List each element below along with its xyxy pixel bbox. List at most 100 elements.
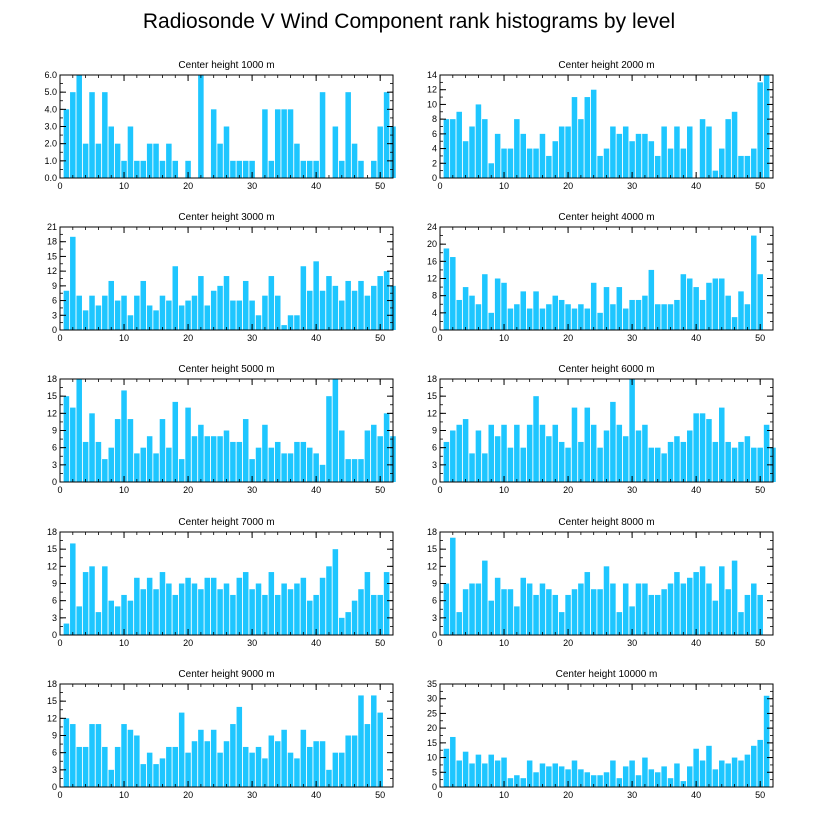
y-tick-label: 14: [427, 70, 437, 80]
histogram-bar: [351, 143, 358, 178]
y-tick-label: 5.0: [44, 87, 57, 97]
histogram-bar: [687, 766, 693, 787]
histogram-bar: [654, 304, 661, 330]
histogram-bar: [134, 295, 140, 330]
histogram-bar: [70, 236, 76, 330]
panel-title: Center height 8000 m: [558, 517, 654, 528]
histogram-bar: [488, 600, 494, 635]
histogram-bar: [223, 430, 230, 482]
histogram-bar: [274, 441, 281, 482]
histogram-bar: [300, 441, 307, 482]
histogram-bar: [76, 746, 82, 787]
histogram-bar: [351, 600, 358, 635]
histogram-bar: [507, 589, 514, 635]
histogram-bar: [140, 160, 147, 178]
histogram-bar: [153, 143, 159, 178]
histogram-bar: [339, 617, 345, 635]
histogram-bar: [185, 160, 191, 178]
histogram-bar: [469, 126, 475, 178]
x-tick-label: 10: [499, 790, 509, 800]
histogram-bar: [738, 291, 744, 331]
panel-title: Center height 10000 m: [556, 669, 658, 680]
histogram-bar: [364, 430, 371, 482]
y-tick-label: 9: [52, 731, 57, 741]
y-tick-label: 10: [427, 753, 437, 763]
histogram-bar: [249, 300, 255, 330]
y-tick-label: 3: [52, 613, 57, 623]
histogram-bar: [629, 299, 635, 330]
histogram-bar: [268, 447, 275, 482]
histogram-bar: [661, 453, 667, 482]
histogram-bar: [443, 748, 450, 787]
histogram-panel-2: Center height 2000 m 0 10 20 30 40 50 0 2 4 6 8 10 12…: [427, 60, 774, 191]
histogram-bar: [674, 299, 680, 330]
y-tick-label: 2: [432, 158, 437, 168]
histogram-bar: [526, 424, 533, 482]
y-tick-label: 15: [427, 391, 437, 401]
x-tick-label: 0: [57, 638, 62, 648]
histogram-bar: [319, 741, 326, 787]
histogram-bar: [514, 424, 520, 482]
histogram-bar: [533, 772, 539, 787]
histogram-bar: [661, 304, 667, 330]
histogram-bar: [693, 287, 699, 330]
y-tick-label: 9: [432, 426, 437, 436]
histogram-bar: [738, 760, 744, 787]
y-tick-label: 35: [427, 679, 437, 689]
histogram-bar: [159, 758, 166, 787]
histogram-bar: [706, 282, 712, 330]
histogram-bar: [102, 566, 108, 635]
histogram-bar: [469, 763, 475, 787]
histogram-bar: [274, 594, 281, 635]
histogram-bar: [82, 572, 89, 635]
histogram-bar: [635, 775, 642, 787]
y-tick-label: 0.0: [44, 173, 57, 183]
histogram-bar: [616, 133, 623, 178]
y-tick-label: 3: [52, 310, 57, 320]
histogram-bar: [230, 594, 236, 635]
histogram-bar: [443, 119, 450, 178]
histogram-bar: [146, 143, 153, 178]
histogram-bar: [642, 295, 648, 330]
y-tick-label: 16: [427, 256, 437, 266]
histogram-bar: [300, 729, 307, 787]
x-tick-label: 10: [499, 333, 509, 343]
histogram-panel-8: Center height 8000 m 0 10 20 30 40 50 0 3 6 9 12 15 1…: [427, 517, 774, 648]
histogram-bar: [262, 295, 268, 330]
y-tick-label: 6: [52, 443, 57, 453]
histogram-bar: [667, 148, 674, 178]
histogram-bar: [383, 92, 390, 178]
histogram-bar: [95, 724, 102, 787]
histogram-bar: [539, 424, 546, 482]
histogram-bar: [475, 583, 482, 635]
histogram-bar: [501, 148, 507, 178]
y-tick-label: 20: [427, 723, 437, 733]
histogram-bar: [693, 748, 699, 787]
histogram-bar: [345, 612, 351, 635]
histogram-bar: [558, 126, 565, 178]
histogram-bar: [469, 453, 475, 482]
histogram-bar: [680, 441, 687, 482]
histogram-bar: [351, 290, 358, 330]
histogram-bar: [127, 315, 134, 330]
histogram-bar: [533, 148, 539, 178]
y-tick-label: 0: [432, 477, 437, 487]
histogram-bar: [121, 594, 127, 635]
histogram-bar: [287, 752, 294, 787]
histogram-bar: [89, 295, 95, 330]
histogram-bar: [687, 278, 693, 330]
histogram-bar: [268, 572, 275, 635]
histogram-bar: [552, 424, 559, 482]
histogram-bar: [95, 143, 102, 178]
histogram-bar: [383, 413, 390, 482]
x-tick-label: 20: [563, 790, 573, 800]
histogram-bar: [178, 305, 185, 330]
histogram-bar: [680, 274, 687, 330]
histogram-bar: [114, 606, 121, 635]
histogram-bar: [443, 583, 450, 635]
histogram-bar: [102, 92, 108, 178]
histogram-bar: [558, 766, 565, 787]
histogram-bar: [210, 436, 217, 482]
histogram-bar: [610, 126, 616, 178]
